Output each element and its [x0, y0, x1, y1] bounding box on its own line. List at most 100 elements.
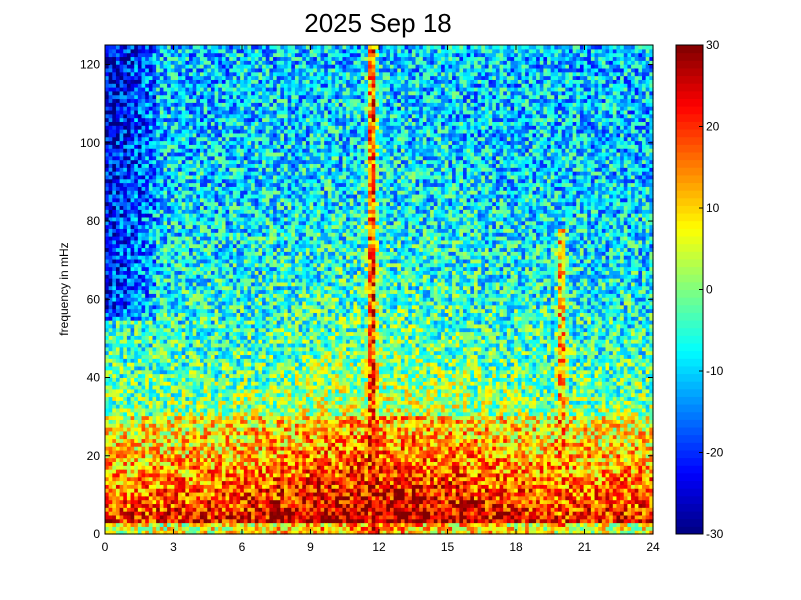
heatmap-cell	[131, 247, 135, 251]
heatmap-cell	[160, 343, 164, 347]
heatmap-cell	[200, 435, 204, 439]
heatmap-cell	[215, 213, 219, 217]
heatmap-cell	[127, 282, 131, 286]
heatmap-cell	[178, 515, 182, 519]
heatmap-cell	[116, 316, 120, 320]
heatmap-cell	[222, 526, 226, 530]
heatmap-cell	[182, 393, 186, 397]
heatmap-cell	[204, 53, 208, 57]
heatmap-cell	[189, 251, 193, 255]
heatmap-cell	[200, 163, 204, 167]
heatmap-cell	[127, 148, 131, 152]
heatmap-cell	[105, 324, 109, 328]
heatmap-cell	[182, 404, 186, 408]
heatmap-cell	[211, 156, 215, 160]
heatmap-cell	[149, 523, 153, 527]
heatmap-cell	[215, 400, 219, 404]
heatmap-cell	[222, 492, 226, 496]
heatmap-cell	[189, 194, 193, 198]
heatmap-cell	[237, 511, 241, 515]
heatmap-cell	[182, 244, 186, 248]
heatmap-cell	[156, 156, 160, 160]
heatmap-cell	[226, 53, 230, 57]
heatmap-cell	[222, 205, 226, 209]
heatmap-cell	[182, 148, 186, 152]
heatmap-cell	[226, 163, 230, 167]
heatmap-cell	[163, 114, 167, 118]
heatmap-cell	[237, 221, 241, 225]
heatmap-cell	[174, 129, 178, 133]
heatmap-cell	[229, 366, 233, 370]
heatmap-cell	[189, 144, 193, 148]
heatmap-cell	[123, 228, 127, 232]
heatmap-cell	[105, 523, 109, 527]
heatmap-cell	[174, 209, 178, 213]
heatmap-cell	[112, 515, 116, 519]
heatmap-cell	[196, 492, 200, 496]
heatmap-cell	[200, 263, 204, 267]
heatmap-cell	[167, 438, 171, 442]
heatmap-cell	[116, 278, 120, 282]
heatmap-cell	[244, 156, 248, 160]
heatmap-cell	[204, 381, 208, 385]
heatmap-cell	[222, 442, 226, 446]
heatmap-cell	[160, 351, 164, 355]
heatmap-cell	[160, 324, 164, 328]
heatmap-cell	[215, 393, 219, 397]
heatmap-cell	[200, 110, 204, 114]
heatmap-cell	[116, 137, 120, 141]
heatmap-cell	[174, 259, 178, 263]
heatmap-cell	[156, 133, 160, 137]
heatmap-cell	[116, 76, 120, 80]
heatmap-cell	[171, 374, 175, 378]
heatmap-cell	[109, 179, 113, 183]
heatmap-cell	[123, 461, 127, 465]
heatmap-cell	[240, 53, 244, 57]
heatmap-cell	[160, 110, 164, 114]
heatmap-cell	[152, 351, 156, 355]
heatmap-cell	[218, 408, 222, 412]
heatmap-cell	[193, 484, 197, 488]
heatmap-cell	[167, 152, 171, 156]
heatmap-cell	[156, 148, 160, 152]
heatmap-cell	[160, 98, 164, 102]
heatmap-cell	[105, 290, 109, 294]
heatmap-cell	[193, 335, 197, 339]
heatmap-cell	[200, 362, 204, 366]
heatmap-cell	[178, 519, 182, 523]
heatmap-cell	[142, 332, 146, 336]
heatmap-cell	[218, 118, 222, 122]
heatmap-cell	[160, 446, 164, 450]
heatmap-cell	[193, 358, 197, 362]
heatmap-cell	[138, 324, 142, 328]
heatmap-cell	[189, 438, 193, 442]
heatmap-cell	[171, 458, 175, 462]
heatmap-cell	[226, 393, 230, 397]
heatmap-cell	[134, 297, 138, 301]
heatmap-cell	[211, 141, 215, 145]
heatmap-cell	[105, 270, 109, 274]
heatmap-cell	[134, 435, 138, 439]
heatmap-cell	[142, 496, 146, 500]
heatmap-cell	[138, 477, 142, 481]
heatmap-cell	[149, 225, 153, 229]
heatmap-cell	[196, 473, 200, 477]
heatmap-cell	[138, 83, 142, 87]
heatmap-cell	[127, 76, 131, 80]
heatmap-cell	[131, 221, 135, 225]
heatmap-cell	[134, 324, 138, 328]
heatmap-cell	[123, 427, 127, 431]
heatmap-cell	[233, 366, 237, 370]
heatmap-cell	[204, 492, 208, 496]
heatmap-cell	[185, 95, 189, 99]
heatmap-cell	[120, 477, 124, 481]
heatmap-cell	[142, 427, 146, 431]
heatmap-cell	[163, 183, 167, 187]
heatmap-cell	[244, 282, 248, 286]
heatmap-cell	[200, 309, 204, 313]
heatmap-cell	[116, 458, 120, 462]
heatmap-cell	[240, 515, 244, 519]
heatmap-cell	[127, 228, 131, 232]
heatmap-cell	[109, 477, 113, 481]
heatmap-cell	[204, 267, 208, 271]
